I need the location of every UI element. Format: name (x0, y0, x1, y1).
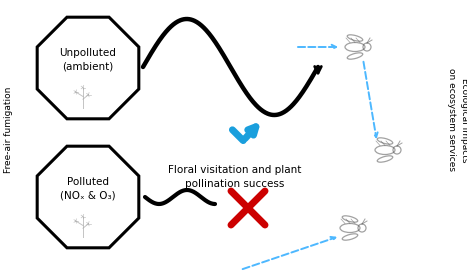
Text: Floral visitation and plant
pollination success: Floral visitation and plant pollination … (168, 165, 302, 189)
Text: Ecological impacts
on ecosystem services: Ecological impacts on ecosystem services (447, 68, 467, 171)
Text: Unpolluted
(ambient): Unpolluted (ambient) (60, 48, 116, 71)
Text: Polluted
(NOₓ & O₃): Polluted (NOₓ & O₃) (60, 177, 116, 201)
Text: Free-air fumigation: Free-air fumigation (5, 87, 14, 173)
